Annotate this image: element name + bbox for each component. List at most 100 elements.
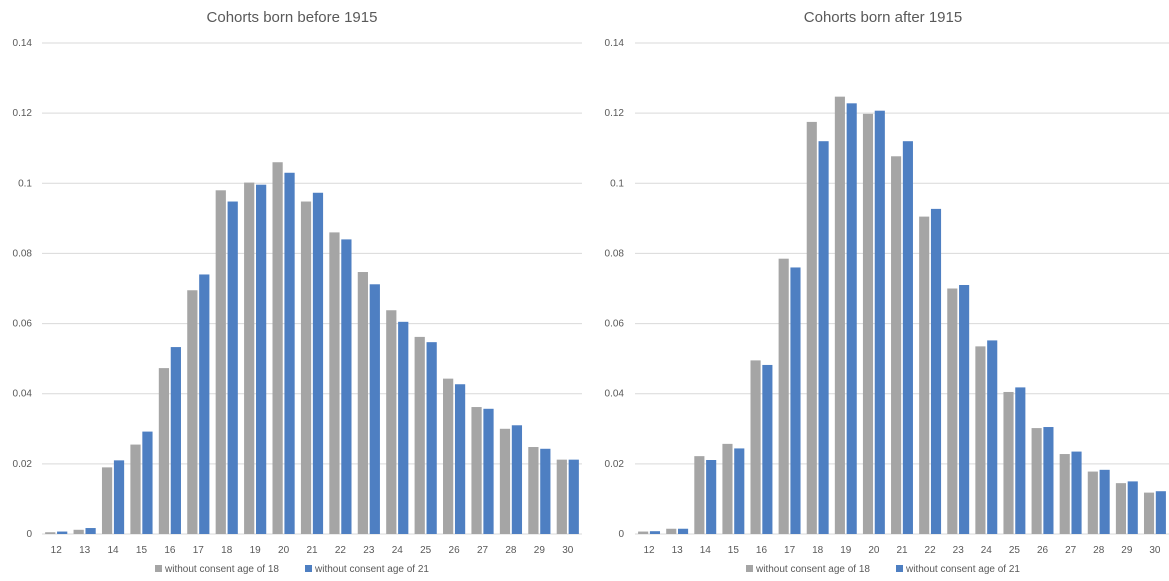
x-tick-label: 24 [392, 545, 404, 556]
legend-label: without consent age of 21 [905, 564, 1020, 575]
bar-series-2 [568, 459, 579, 534]
bar-series-1 [694, 456, 705, 534]
chart-svg-after-1915: Cohorts born after 1915 0 0.02 0.04 0.06 0.08… [605, 9, 1169, 575]
bar-series-1 [947, 288, 958, 534]
bar-series-1 [556, 459, 567, 534]
bar-series-2 [678, 528, 689, 534]
x-tick-label: 12 [51, 545, 63, 556]
chart-cohorts-before-1915: Cohorts born before 1915 0 0.02 0.04 0.06 0.0… [0, 0, 584, 581]
y-tick-label: 0.02 [605, 459, 625, 470]
bar-series-1 [919, 216, 930, 534]
x-tick-label: 27 [477, 545, 489, 556]
x-tick-label: 29 [534, 545, 546, 556]
x-tick-label: 23 [363, 545, 375, 556]
bar-series-1 [1087, 471, 1098, 534]
x-tick-label: 20 [868, 545, 880, 556]
bar-series-2 [227, 201, 238, 534]
bar-series-1 [73, 529, 84, 534]
x-tick-label: 30 [562, 545, 574, 556]
bar-series-2 [706, 459, 717, 534]
bar-series-2 [874, 110, 885, 534]
x-tick-label: 23 [953, 545, 965, 556]
bar-series-2 [170, 347, 181, 534]
chart-title: Cohorts born before 1915 [207, 9, 378, 26]
bar-series-2 [85, 528, 96, 534]
bar-series-1 [300, 201, 312, 534]
bar-series-1 [638, 531, 649, 534]
bar-series-2 [284, 172, 295, 534]
y-tick-label: 0.14 [13, 38, 33, 49]
y-tick-label: 0 [618, 529, 624, 540]
y-tick-label: 0.08 [605, 248, 625, 259]
bar-series-1 [329, 232, 340, 534]
bar-series-1 [386, 310, 397, 534]
bar-series-2 [987, 340, 998, 534]
x-tick-label: 22 [925, 545, 937, 556]
legend-label: without consent age of 18 [755, 564, 870, 575]
x-tick-label: 26 [449, 545, 461, 556]
bar-series-2 [312, 192, 324, 534]
y-tick-label: 0.06 [13, 319, 33, 330]
y-tick-label: 0.08 [13, 248, 33, 259]
bar-series-1 [891, 156, 902, 535]
x-tick-label: 13 [672, 545, 684, 556]
bar-series-2 [369, 284, 380, 534]
bar-series-2 [1127, 481, 1138, 534]
x-tick-label: 16 [164, 545, 176, 556]
x-tick-label: 22 [335, 545, 347, 556]
bar-series-2 [511, 425, 523, 534]
bar-series-1 [778, 258, 789, 534]
x-tick-label: 19 [840, 545, 852, 556]
bar-series-2 [846, 103, 857, 534]
legend: without consent age of 18 without consent… [155, 564, 429, 575]
x-tick-label: 25 [420, 545, 432, 556]
bar-series-2 [256, 184, 267, 534]
chart-cohorts-after-1915: Cohorts born after 1915 0 0.02 0.04 0.06 0.08… [584, 0, 1169, 581]
legend: without consent age of 18 without consent… [746, 564, 1020, 575]
x-tick-label: 17 [193, 545, 205, 556]
bar-series-1 [130, 444, 141, 534]
x-tick-label: 14 [107, 545, 119, 556]
bar-series-2 [1155, 491, 1166, 534]
bar-series-1 [499, 428, 511, 534]
bar-series-2 [1043, 427, 1054, 534]
bar-series-2 [790, 267, 801, 534]
legend-swatch [896, 565, 903, 572]
x-tick-label: 21 [306, 545, 318, 556]
x-tick-label: 19 [250, 545, 262, 556]
bar-series-1 [272, 162, 283, 534]
legend-swatch [746, 565, 753, 572]
bar-series-1 [750, 360, 761, 534]
bar-series-2 [818, 141, 829, 534]
bar-series-2 [57, 531, 68, 534]
bar-series-1 [101, 467, 113, 534]
x-tick-label: 30 [1149, 545, 1161, 556]
x-tick-label: 28 [505, 545, 517, 556]
bar-series-2 [734, 448, 745, 534]
x-tick-label: 18 [812, 545, 824, 556]
bar-series-1 [215, 190, 226, 535]
x-tick-label: 13 [79, 545, 91, 556]
bar-series-2 [649, 531, 661, 534]
bar-series-2 [902, 141, 913, 534]
y-tick-label: 0.12 [605, 108, 625, 119]
x-tick-label: 17 [784, 545, 796, 556]
y-tick-label: 0.06 [605, 319, 625, 330]
y-tick-label: 0.04 [605, 389, 625, 400]
bar-series-1 [1143, 492, 1155, 534]
bar-series-1 [187, 290, 198, 534]
bar-series-2 [113, 460, 125, 534]
bar-series-1 [666, 528, 677, 534]
bar-series-1 [158, 368, 170, 534]
bar-series-1 [834, 96, 845, 534]
y-tick-label: 0.1 [610, 178, 624, 189]
bar-series-2 [398, 321, 409, 534]
bar-series-2 [762, 364, 773, 534]
bar-series-1 [975, 346, 986, 534]
bar-series-1 [1115, 483, 1126, 534]
bar-series-1 [244, 182, 255, 534]
bar-series-2 [426, 342, 437, 534]
bar-series-2 [1015, 387, 1026, 534]
x-tick-label: 14 [700, 545, 712, 556]
bar-series-2 [1099, 469, 1110, 534]
